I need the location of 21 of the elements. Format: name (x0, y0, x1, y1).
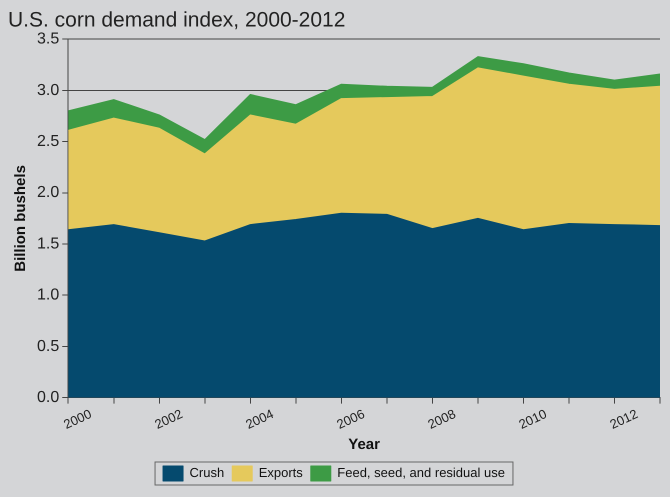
x-tick-label: 2010 (516, 406, 549, 432)
y-tick-label: 0.5 (36, 338, 60, 355)
legend-label: Crush (190, 465, 224, 480)
y-tick-label: 0.0 (36, 389, 60, 406)
x-tick-label: 2002 (152, 406, 185, 432)
chart-title: U.S. corn demand index, 2000-2012 (8, 8, 346, 32)
y-tick-label: 3.5 (36, 30, 60, 48)
y-tick-label: 2.0 (36, 184, 60, 202)
x-tick-label: 2012 (607, 406, 640, 432)
x-tick-label: 2008 (425, 406, 458, 432)
x-tick-label: 2000 (61, 406, 94, 432)
x-tick-label: 2006 (334, 406, 367, 432)
y-tick-label: 1.5 (36, 235, 60, 252)
y-tick-label: 2.5 (36, 133, 60, 150)
x-tick-label: 2004 (243, 406, 276, 432)
legend-label: Feed, seed, and residual use (337, 465, 505, 480)
legend-label: Exports (258, 465, 304, 480)
y-axis-title: Billion bushels (12, 165, 30, 272)
x-axis-title: Year (348, 436, 380, 454)
y-tick-label: 1.0 (36, 286, 60, 304)
y-tick-label: 3.0 (36, 82, 60, 99)
